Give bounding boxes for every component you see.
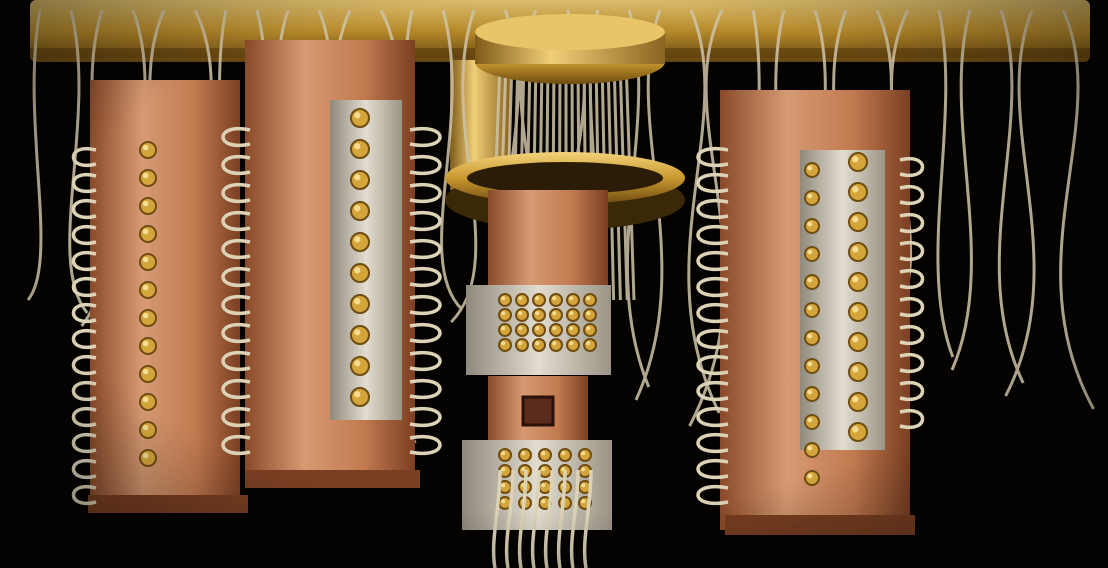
photo-scene xyxy=(0,0,1108,568)
vignette-overlay xyxy=(0,0,1108,568)
